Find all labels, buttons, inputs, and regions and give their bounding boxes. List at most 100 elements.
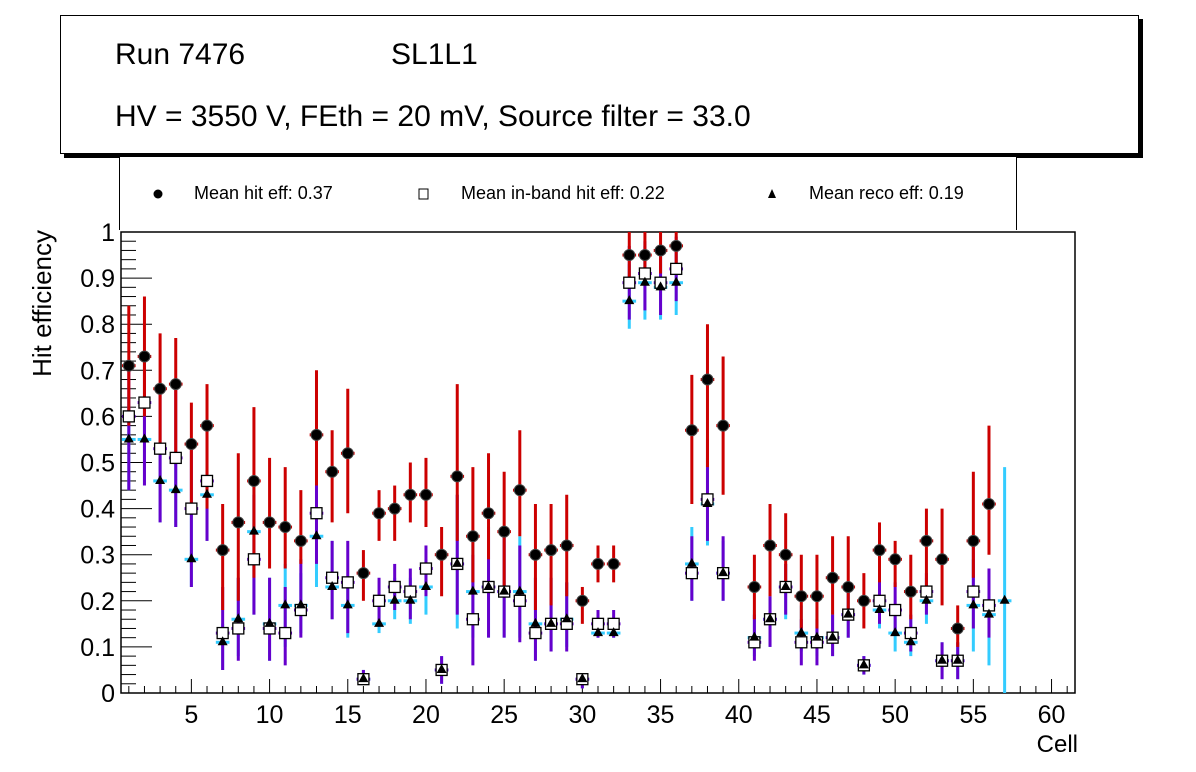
y-tick-label: 0.4 [80, 496, 115, 524]
data-point-reco-triangle [186, 553, 197, 563]
legend-marker-inband [418, 188, 429, 200]
data-point-hit-circle [951, 622, 964, 635]
data-point-inband-square [529, 626, 542, 640]
data-point-hit-circle [388, 502, 401, 515]
data-point-reco-triangle [999, 594, 1010, 604]
data-point-reco-triangle [483, 580, 494, 590]
data-point-hit-circle [560, 539, 573, 552]
data-point-reco-triangle [968, 599, 979, 609]
data-point-inband-square [122, 410, 135, 423]
data-point-reco-triangle [123, 433, 134, 443]
data-point-hit-circle [247, 474, 260, 487]
x-tick-label: 10 [256, 701, 284, 729]
x-tick-label: 30 [568, 701, 596, 729]
data-point-reco-triangle [780, 580, 791, 590]
data-point-reco-triangle [937, 654, 948, 664]
data-point-reco-triangle [858, 659, 869, 669]
data-point-hit-circle [936, 553, 949, 566]
data-point-reco-triangle [624, 295, 635, 305]
data-point-hit-circle [904, 585, 917, 598]
y-tick-label: 0 [101, 680, 115, 708]
y-tick-label: 0.3 [80, 542, 115, 570]
data-point-inband-square [888, 603, 902, 617]
x-tick-label: 20 [412, 701, 440, 729]
legend: Mean hit eff: 0.37 Mean in-band hit eff:… [119, 157, 1017, 230]
data-point-inband-square [795, 636, 808, 649]
data-point-hit-circle [216, 544, 229, 557]
data-point-reco-triangle [467, 585, 478, 595]
data-point-hit-circle [623, 249, 636, 262]
data-point-hit-circle [638, 249, 651, 262]
y-tick-label: 0.2 [80, 588, 115, 616]
data-point-reco-triangle [639, 276, 650, 286]
data-point-reco-triangle [420, 580, 431, 590]
data-point-inband-square [153, 442, 167, 455]
data-point-hit-circle [826, 571, 839, 584]
data-point-hit-circle [466, 530, 479, 543]
x-tick-label: 5 [184, 701, 198, 729]
data-point-hit-circle [482, 507, 495, 520]
data-point-inband-square [670, 262, 683, 276]
data-series [122, 232, 1012, 693]
data-point-hit-circle [451, 470, 464, 483]
data-point-inband-square [419, 562, 433, 575]
y-tick-label: 0.8 [80, 311, 115, 339]
data-point-hit-circle [701, 373, 714, 386]
y-tick-label: 0.1 [80, 634, 115, 662]
data-point-hit-circle [685, 424, 698, 437]
data-point-reco-triangle [686, 557, 697, 567]
data-point-reco-triangle [233, 613, 244, 623]
y-tick-label: 1 [101, 219, 115, 247]
data-point-hit-circle [717, 419, 730, 432]
data-point-inband-square [466, 613, 480, 626]
data-point-hit-circle [982, 497, 995, 510]
data-point-inband-square [310, 507, 323, 520]
data-point-hit-circle [310, 428, 323, 441]
y-tick-label: 0.9 [80, 265, 115, 293]
data-point-reco-triangle [952, 654, 963, 664]
data-point-hit-circle [889, 553, 902, 566]
data-point-reco-triangle [561, 613, 572, 623]
data-point-hit-circle [920, 534, 933, 547]
data-point-reco-triangle [671, 276, 682, 286]
data-point-reco-triangle [983, 608, 994, 618]
conditions-label: HV = 3550 V, FEth = 20 mV, Source filter… [115, 100, 751, 133]
data-point-reco-triangle [811, 631, 822, 641]
data-point-hit-circle [357, 567, 370, 580]
data-point-inband-square [185, 502, 198, 515]
data-point-reco-triangle [342, 599, 353, 609]
data-point-reco-triangle [702, 497, 713, 507]
data-point-hit-circle [154, 382, 167, 395]
data-point-reco-triangle [295, 599, 306, 609]
data-point-hit-circle [670, 239, 683, 252]
data-point-hit-circle [654, 244, 667, 257]
data-point-reco-triangle [452, 557, 463, 567]
data-point-hit-circle [607, 557, 620, 570]
data-point-hit-circle [404, 488, 417, 501]
data-point-reco-triangle [264, 617, 275, 627]
legend-marker-reco [768, 189, 776, 198]
data-point-hit-circle [873, 544, 886, 557]
data-point-inband-square [341, 576, 354, 589]
legend-marker-hit [153, 189, 163, 199]
data-point-inband-square [247, 553, 261, 566]
data-point-reco-triangle [874, 604, 885, 614]
data-point-reco-triangle [765, 613, 776, 623]
data-point-inband-square [372, 594, 386, 607]
data-point-reco-triangle [217, 636, 228, 646]
data-point-hit-circle [326, 465, 339, 478]
data-point-hit-circle [263, 516, 276, 529]
data-point-inband-square [513, 594, 526, 607]
data-point-inband-square [138, 396, 151, 409]
data-point-reco-triangle [827, 631, 838, 641]
y-tick-label: 0.7 [80, 357, 115, 385]
data-point-reco-triangle [311, 530, 322, 540]
data-point-reco-triangle [436, 663, 447, 673]
data-point-hit-circle [122, 359, 135, 372]
y-tick-label: 0.6 [80, 403, 115, 431]
data-point-reco-triangle [389, 594, 400, 604]
data-point-reco-triangle [921, 594, 932, 604]
legend-label-hit: Mean hit eff: 0.37 [194, 183, 333, 203]
data-point-inband-square [685, 566, 698, 580]
data-point-hit-circle [435, 548, 448, 561]
